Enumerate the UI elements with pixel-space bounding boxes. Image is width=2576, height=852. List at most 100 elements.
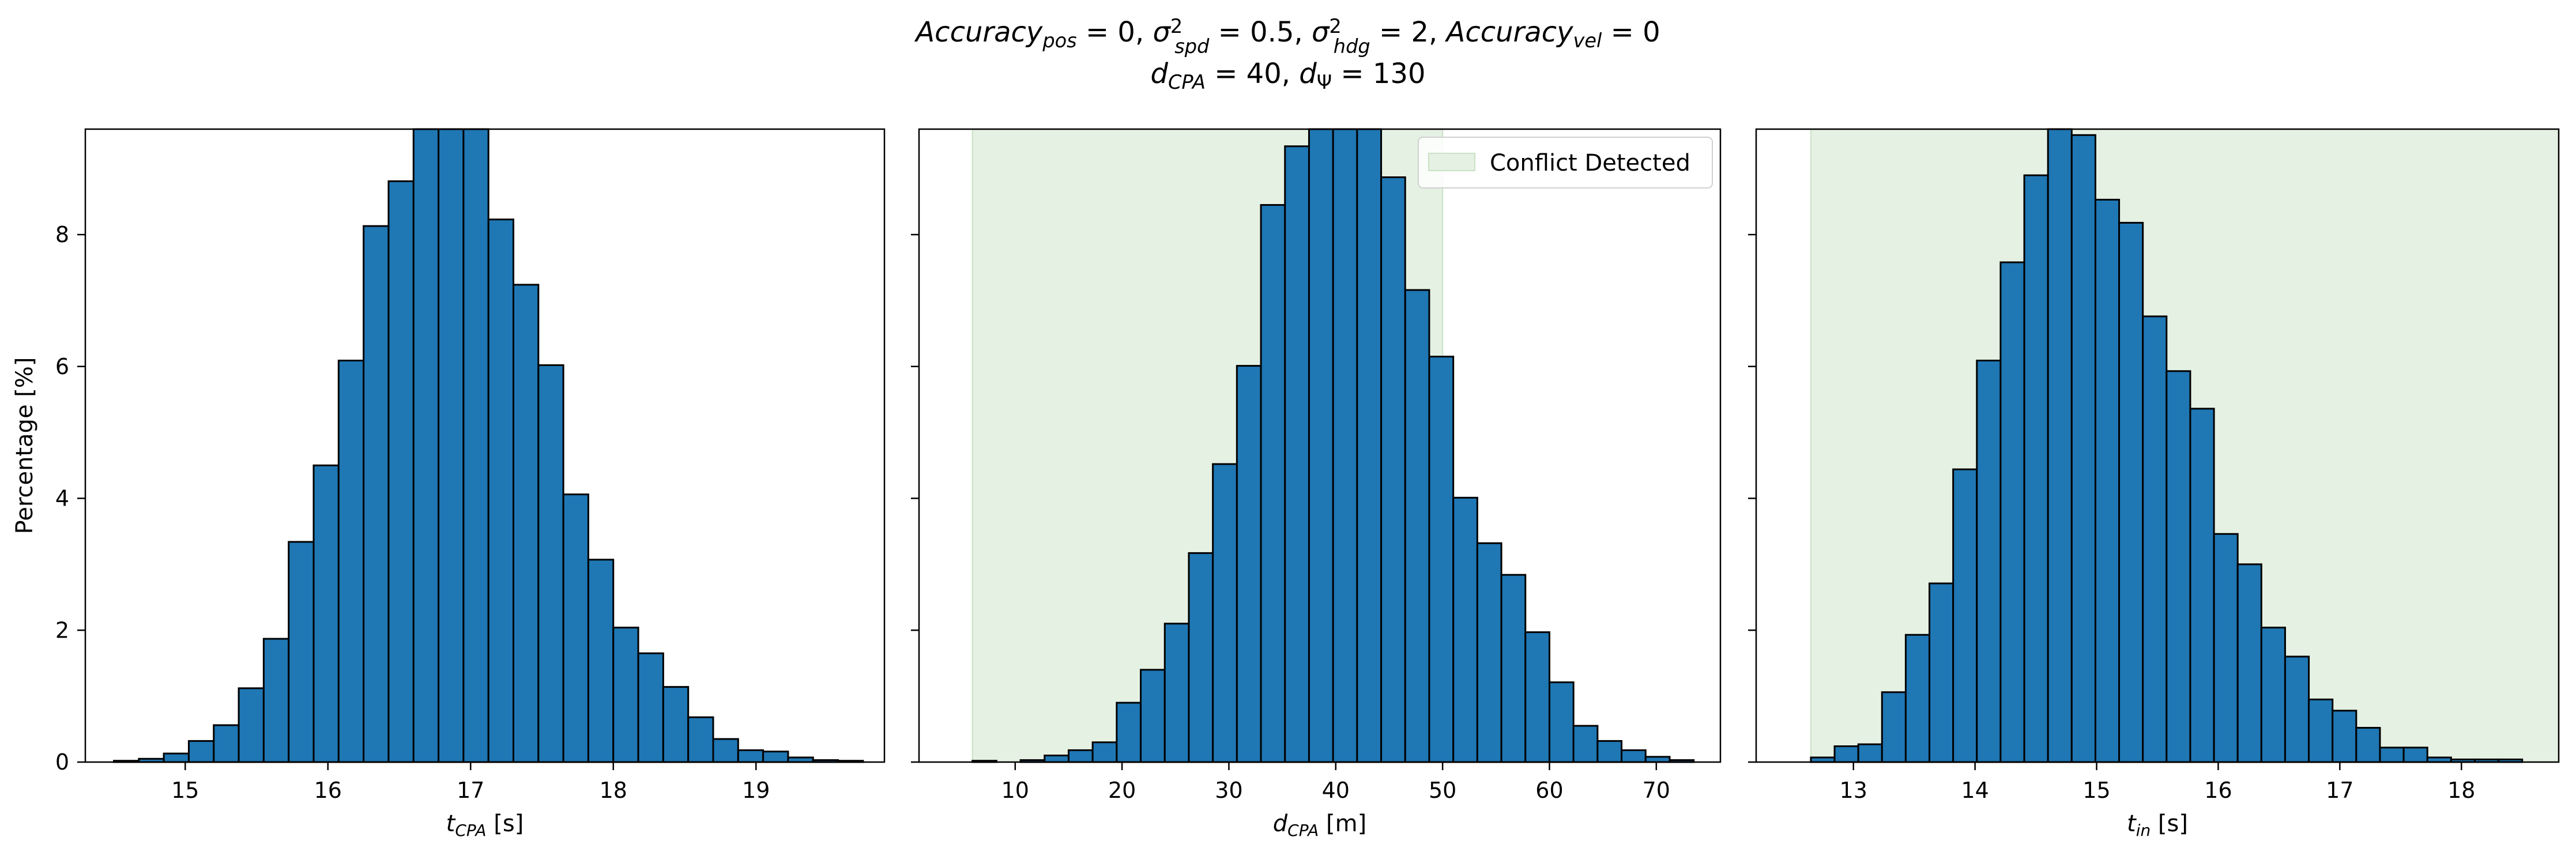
histogram-bar [2094,198,2121,763]
x-tick-label: 50 [1429,778,1456,803]
histogram-bar [2260,627,2286,763]
histogram-bar [1332,128,1358,763]
x-tick-label: 16 [314,778,342,803]
legend-box [1418,137,1713,189]
histogram-bar [1308,128,1334,763]
axes-frame [1755,128,2560,763]
histogram-bar [1236,365,1262,763]
histogram-bar [1284,145,1310,763]
histogram-bar [1163,623,1190,763]
histogram-bar [1904,634,1931,763]
histogram-bar [1044,755,1069,763]
x-tick-label: 15 [2082,778,2110,803]
histogram-bar [1067,749,1094,763]
histogram-bar [487,218,514,763]
histogram-bar [1452,496,1478,763]
histogram-bar [1881,691,1907,763]
x-tick-label: 20 [1108,778,1136,803]
histogram-bar [1621,749,1647,763]
histogram-bar [187,740,215,763]
histogram-bar [1404,289,1430,763]
x-axis-label: tCPA [s] [446,810,524,840]
histogram-bar [163,752,190,763]
dcpa-histogram-panel: 10 20 30 40 50 60 70 dCPA [m] Conflict Detected [911,128,1722,840]
histogram-bar [637,652,664,763]
x-tick-label: 15 [171,778,199,803]
y-tick-label: 2 [55,617,69,643]
histogram-bar [462,128,489,763]
x-axis-label: tin [s] [2127,810,2188,840]
legend: Conflict Detected [1418,137,1713,189]
histogram-bar [363,225,390,763]
legend-swatch [1428,153,1475,171]
histogram-bar [2023,174,2049,763]
histogram-bar [1140,669,1166,763]
tin-histogram-panel: 13 14 15 16 17 18 tin [s] [1748,128,2560,840]
x-tick-label: 18 [2447,778,2475,803]
y-tick-label: 0 [55,749,69,775]
histogram-bar [2355,727,2381,763]
histogram-bar [2402,747,2428,763]
histogram-bar [2166,370,2191,763]
histogram-bar [1596,740,1623,763]
histogram-bar [737,749,764,763]
histogram-bar [2213,533,2239,763]
histogram-bar [562,493,589,763]
histogram-bar [1500,574,1527,763]
histogram-bar [2236,563,2262,763]
x-axis-label: dCPA [m] [1273,810,1366,840]
histogram-bar [1188,552,1214,763]
figure-title-line-2: dCPA = 40, dΨ = 130 [1150,58,1425,93]
histogram-bar [1548,681,1575,763]
histogram-bar [2142,315,2168,763]
y-tick-label: 6 [55,354,69,379]
histogram-bar [262,638,290,763]
histogram-bar [612,627,639,763]
histogram-bar [1572,725,1599,763]
histogram-bar [513,284,540,763]
x-tick-label: 40 [1322,778,1350,803]
histogram-bar [238,687,265,763]
tcpa-histogram-panel: 15 16 17 18 19 0 2 4 6 8 tCPA [s] Percentage [%] [12,128,886,840]
x-tick-label: 70 [1643,778,1670,803]
histogram-bar [587,559,615,763]
histogram-bar [762,751,789,763]
y-tick-label: 4 [55,486,69,511]
x-tick-label: 10 [1001,778,1029,803]
histogram-bar [213,724,240,763]
histogram-bar [2379,747,2405,763]
figure-title-line-1: Accuracypos = 0, σ2 spd = 0.5, σ2 hdg = 2,… [914,15,1660,58]
histogram-bar [1091,741,1118,763]
histogram-bar [1929,582,1954,763]
histogram-bar [1976,359,2002,763]
histogram-bar [537,364,564,763]
histogram-bar [1524,631,1550,763]
histogram-bar [438,128,465,763]
histogram-bar [1476,542,1502,763]
axes-frame [918,128,1722,763]
histogram-bar [2070,134,2096,763]
x-tick-label: 19 [742,778,770,803]
histogram-bar [712,738,739,763]
histogram-bar [288,541,315,763]
histogram-bar [2047,128,2073,763]
histogram-bar [687,716,714,763]
histogram-bar [1428,356,1455,763]
x-tick-label: 17 [2326,778,2353,803]
histogram-bar [1356,128,1383,763]
histogram-bar [2189,408,2215,763]
histogram-bar [337,359,365,763]
x-tick-label: 17 [457,778,484,803]
x-tick-label: 60 [1535,778,1563,803]
x-tick-label: 14 [1961,778,1989,803]
y-tick-label: 8 [55,222,69,247]
histogram-bar [1833,745,1859,763]
histogram-bar [1952,468,1978,763]
histogram-bar [662,686,690,763]
x-tick-label: 13 [1840,778,1867,803]
histogram-bar [1644,756,1671,763]
x-tick-label: 18 [600,778,627,803]
histogram-bar [1857,743,1883,763]
histogram-bar [2284,655,2310,763]
